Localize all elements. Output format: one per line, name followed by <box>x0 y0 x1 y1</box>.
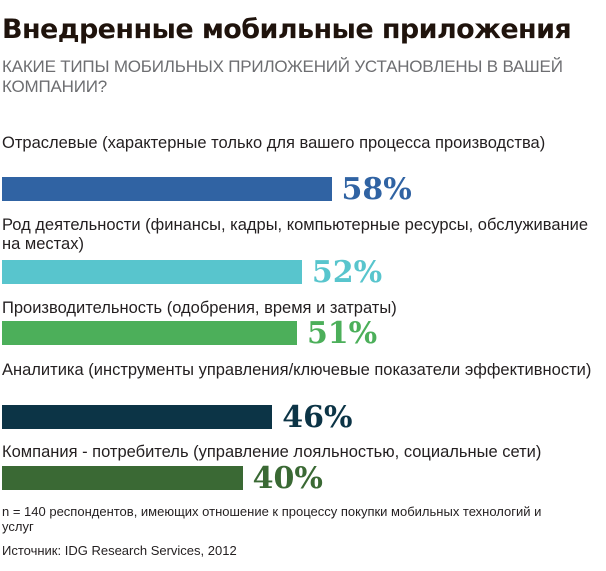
bar <box>2 321 297 345</box>
category-label: Род деятельности (финансы, кадры, компью… <box>2 216 589 253</box>
value-label: 46% <box>282 400 353 435</box>
value-label: 52% <box>311 255 383 290</box>
category-label: Производительность (одобрения, время и з… <box>2 299 397 317</box>
category-label: Компания - потребитель (управление лояль… <box>2 443 542 461</box>
bar <box>2 405 273 429</box>
source: Источник: IDG Research Services, 2012 <box>2 543 237 558</box>
category-label: Отраслевые (характерные только для вашег… <box>2 134 546 152</box>
value-label: 51% <box>306 316 378 351</box>
bar <box>2 466 243 490</box>
bar <box>2 177 332 201</box>
value-label: 40% <box>252 461 323 496</box>
chart-title: Внедренные мобильные приложения <box>2 14 572 45</box>
bar <box>2 260 302 284</box>
footnote: n = 140 респондентов, имеющих отношение … <box>2 504 542 534</box>
value-label: 58% <box>341 172 412 207</box>
category-label: Аналитика (инструменты управления/ключев… <box>2 361 592 379</box>
chart-subtitle: КАКИЕ ТИПЫ МОБИЛЬНЫХ ПРИЛОЖЕНИЙ УСТАНОВЛ… <box>2 57 563 96</box>
